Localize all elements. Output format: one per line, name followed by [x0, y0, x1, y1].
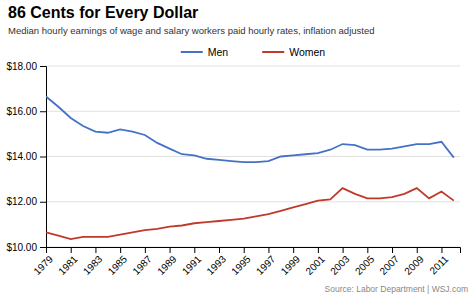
- source: Source: Labor Department | WSJ.com: [325, 284, 468, 294]
- x-tick-mark: [46, 247, 47, 253]
- grid-line: [46, 201, 460, 202]
- x-tick-label: 1981: [56, 253, 80, 277]
- y-tick: $18.00: [6, 61, 46, 72]
- y-tick-mark: [40, 247, 46, 248]
- y-tick: $14.00: [6, 151, 46, 162]
- x-tick-mark: [417, 247, 418, 253]
- x-tick-label: 1999: [279, 253, 303, 277]
- x-tick: 1983: [81, 247, 105, 277]
- y-tick-mark: [40, 111, 46, 112]
- y-tick-label: $14.00: [6, 151, 37, 162]
- y-tick: $12.00: [6, 196, 46, 207]
- x-tick-mark: [343, 247, 344, 253]
- x-tick: 2007: [378, 247, 402, 277]
- legend: Men Women: [181, 46, 326, 58]
- grid-line: [46, 156, 460, 157]
- x-tick-label: 1997: [254, 253, 278, 277]
- x-axis-line: [47, 248, 461, 254]
- x-tick: 1995: [229, 247, 253, 277]
- x-tick-label: 1983: [81, 253, 105, 277]
- y-axis-line: [40, 67, 47, 248]
- y-tick-mark: [40, 66, 46, 67]
- x-tick-mark: [120, 247, 121, 253]
- x-tick-mark: [194, 247, 195, 253]
- x-tick-mark: [95, 247, 96, 253]
- subtitle: Median hourly earnings of wage and salar…: [8, 25, 374, 36]
- x-tick: 2009: [402, 247, 426, 277]
- x-tick: 1993: [204, 247, 228, 277]
- series-line: [46, 97, 454, 163]
- lines: [46, 97, 454, 240]
- y-axis: $10.00 $12.00 $14.00 $16.00 $18.00: [6, 61, 46, 253]
- x-tick-label: 1991: [180, 253, 204, 277]
- x-tick: 1999: [279, 247, 303, 277]
- x-tick: 1981: [56, 247, 80, 277]
- x-tick: 2005: [353, 247, 377, 277]
- x-tick-mark: [244, 247, 245, 253]
- x-tick-label: 2007: [378, 253, 402, 277]
- x-tick-mark: [441, 247, 442, 253]
- y-tick-label: $12.00: [6, 196, 37, 207]
- x-tick-label: 1993: [204, 253, 228, 277]
- x-tick: 1991: [180, 247, 204, 277]
- x-tick-label: 2009: [402, 253, 426, 277]
- y-tick: $10.00: [6, 242, 46, 253]
- x-tick-mark: [170, 247, 171, 253]
- legend-swatch: [262, 51, 284, 53]
- x-tick: 1979: [31, 247, 55, 277]
- grid-line: [46, 111, 460, 112]
- legend-item: Women: [262, 46, 325, 58]
- x-tick: 2011: [427, 247, 450, 276]
- legend-item: Men: [181, 46, 229, 58]
- x-tick-label: 1985: [106, 253, 130, 277]
- x-tick-label: 1987: [130, 253, 154, 277]
- y-tick-label: $16.00: [6, 106, 37, 117]
- x-tick-mark: [367, 247, 368, 253]
- x-tick-label: 2001: [303, 253, 327, 277]
- grid-line: [46, 66, 460, 67]
- x-tick-label: 1989: [155, 253, 179, 277]
- x-tick: 2001: [303, 247, 327, 277]
- x-tick-label: 1979: [31, 253, 55, 277]
- x-tick: 1989: [155, 247, 179, 277]
- y-tick-mark: [40, 202, 46, 203]
- grid: [46, 66, 460, 247]
- x-tick: 1985: [106, 247, 130, 277]
- x-tick: 1997: [254, 247, 278, 277]
- legend-swatch: [181, 51, 203, 53]
- x-tick-mark: [71, 247, 72, 253]
- x-tick-mark: [219, 247, 220, 253]
- x-tick: 1987: [130, 247, 154, 277]
- title: 86 Cents for Every Dollar: [8, 4, 198, 21]
- x-tick-label: 2003: [328, 253, 352, 277]
- series-line: [46, 188, 454, 239]
- y-tick-mark: [40, 157, 46, 158]
- y-tick-label: $18.00: [6, 61, 37, 72]
- plot: $10.00$12.00$14.00$16.00$18.001979198119…: [6, 61, 460, 277]
- x-tick-mark: [318, 247, 319, 253]
- x-tick-label: 1995: [229, 253, 253, 277]
- x-tick-mark: [293, 247, 294, 253]
- legend-label: Women: [289, 46, 325, 58]
- x-tick: 2003: [328, 247, 352, 277]
- x-tick-label: 2011: [427, 253, 450, 276]
- x-tick-mark: [145, 247, 146, 253]
- x-tick-mark: [392, 247, 393, 253]
- y-tick-label: $10.00: [6, 242, 37, 253]
- legend-label: Men: [208, 46, 229, 58]
- x-axis: 1979198119831985198719891991199319951997…: [31, 247, 460, 277]
- y-tick: $16.00: [6, 106, 46, 117]
- chart: 86 Cents for Every Dollar Median hourly e…: [0, 0, 474, 297]
- x-tick-mark: [268, 247, 269, 253]
- x-tick-label: 2005: [353, 253, 377, 277]
